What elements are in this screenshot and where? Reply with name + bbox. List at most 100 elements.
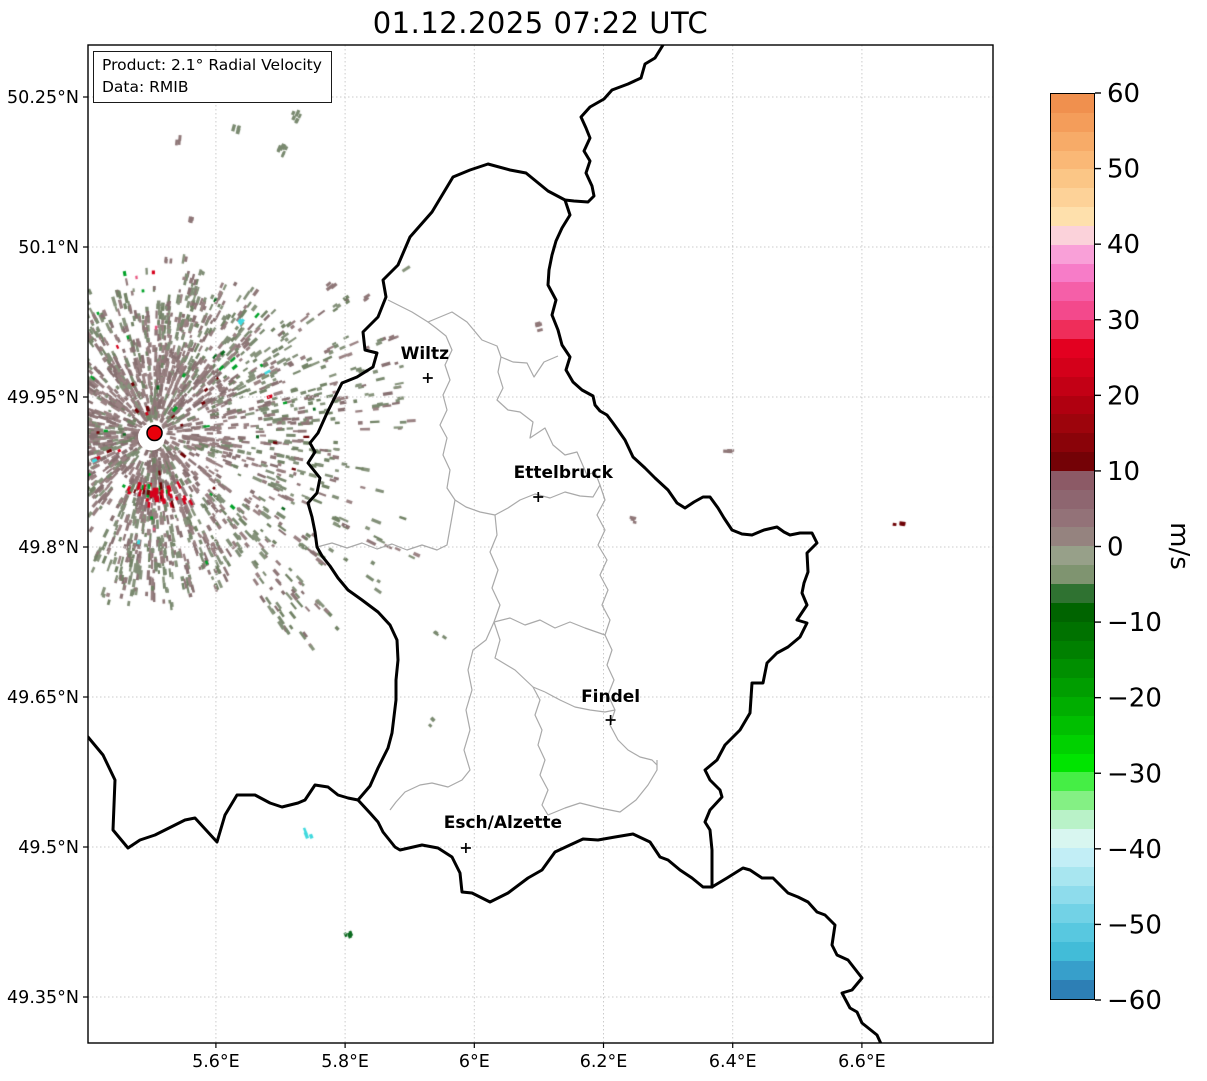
product-info-box: Product: 2.1° Radial Velocity Data: RMIB	[93, 51, 332, 104]
colorbar-band	[1051, 791, 1094, 811]
city-marker	[460, 843, 471, 853]
country-border	[88, 735, 360, 850]
colorbar-band	[1051, 320, 1094, 340]
y-tick-label: 49.8°N	[18, 538, 79, 558]
colorbar-band	[1051, 715, 1094, 736]
country-border	[563, 45, 665, 204]
colorbar-band	[1051, 828, 1094, 849]
canton-border	[427, 321, 601, 516]
colorbar-unit-label: m/s	[1164, 522, 1194, 570]
figure-title: 01.12.2025 07:22 UTC	[372, 6, 709, 40]
colorbar-band	[1051, 640, 1094, 660]
colorbar-band	[1051, 565, 1094, 585]
colorbar-band	[1051, 169, 1094, 189]
colorbar-band	[1051, 734, 1094, 755]
colorbar-tick-label: 20	[1107, 381, 1140, 411]
colorbar-tick-label: 0	[1107, 533, 1124, 563]
colorbar-band	[1051, 414, 1094, 434]
x-tick-label: 6.4°E	[709, 1052, 757, 1072]
colorbar-band	[1051, 244, 1094, 265]
colorbar-band	[1051, 697, 1094, 717]
colorbar-tick-label: 50	[1107, 155, 1140, 185]
x-tick-label: 6°E	[459, 1052, 490, 1072]
y-tick-label: 50.25°N	[7, 88, 79, 108]
colorbar-band	[1051, 376, 1094, 397]
colorbar-tick-label: −30	[1107, 759, 1162, 789]
colorbar-band	[1051, 904, 1094, 924]
colorbar-band	[1051, 847, 1094, 868]
y-tick-label: 49.5°N	[18, 838, 79, 858]
colorbar-band	[1051, 546, 1094, 566]
colorbar-band	[1051, 979, 1094, 1000]
x-tick-label: 6.2°E	[580, 1052, 628, 1072]
colorbar-band	[1051, 942, 1094, 962]
colorbar-band	[1051, 338, 1094, 359]
country-border	[356, 798, 714, 904]
data-source-line: Data: RMIB	[102, 77, 189, 96]
colorbar-band	[1051, 885, 1094, 905]
colorbar	[1050, 93, 1095, 1000]
colorbar-band	[1051, 357, 1094, 378]
canton-border	[493, 617, 606, 636]
colorbar-band	[1051, 583, 1094, 604]
y-tick-label: 49.65°N	[7, 688, 79, 708]
radar-velocity-field	[88, 45, 993, 1043]
city-marker	[422, 373, 433, 383]
radar-site-marker	[146, 424, 163, 442]
colorbar-band	[1051, 188, 1094, 208]
colorbar-tick-label: 40	[1107, 230, 1140, 260]
colorbar-tick-label: −10	[1107, 608, 1162, 638]
colorbar-tick-label: 10	[1107, 457, 1140, 487]
x-tick-label: 5.6°E	[192, 1052, 240, 1072]
colorbar-tick-label: −20	[1107, 684, 1162, 714]
colorbar-band	[1051, 508, 1094, 528]
colorbar-tick-label: −50	[1107, 910, 1162, 940]
colorbar-band	[1051, 282, 1094, 302]
canton-border	[389, 621, 495, 811]
city-label: Wiltz	[401, 344, 450, 364]
city-label: Ettelbruck	[514, 463, 614, 483]
y-tick-label: 49.95°N	[7, 388, 79, 408]
canton-border	[387, 299, 559, 378]
canton-border	[544, 691, 616, 713]
colorbar-band	[1051, 207, 1094, 227]
colorbar-tick-label: −40	[1107, 835, 1162, 865]
plot-frame	[87, 44, 994, 1044]
colorbar-band	[1051, 433, 1094, 453]
colorbar-band	[1051, 960, 1094, 981]
colorbar-band	[1051, 452, 1094, 472]
city-marker	[605, 715, 616, 725]
colorbar-band	[1051, 810, 1094, 830]
country-border	[710, 866, 883, 1043]
colorbar-band	[1051, 621, 1094, 642]
country-border	[546, 198, 819, 889]
colorbar-tick-label: 60	[1107, 79, 1140, 109]
colorbar-band	[1051, 131, 1094, 152]
colorbar-band	[1051, 470, 1094, 491]
canton-border	[489, 514, 546, 693]
x-tick-label: 5.8°E	[321, 1052, 369, 1072]
colorbar-band	[1051, 659, 1094, 679]
colorbar-band	[1051, 94, 1094, 114]
colorbar-band	[1051, 772, 1094, 792]
y-tick-label: 49.35°N	[7, 988, 79, 1008]
country-border	[306, 162, 567, 802]
colorbar-band	[1051, 753, 1094, 773]
canton-border	[532, 686, 549, 816]
colorbar-band	[1051, 263, 1094, 283]
colorbar-band	[1051, 678, 1094, 698]
axis-ticks: 5.6°E 5.8°E 6°E 6.2°E 6.4°E 6.6°E 50.25°N 50.1°…	[7, 88, 886, 1072]
colorbar-tick-label: 30	[1107, 306, 1140, 336]
colorbar-band	[1051, 866, 1094, 887]
colorbar-band	[1051, 923, 1094, 943]
colorbar-band	[1051, 150, 1094, 170]
colorbar-band	[1051, 112, 1094, 133]
colorbar-tick-label: −60	[1107, 986, 1162, 1016]
colorbar-band	[1051, 602, 1094, 623]
colorbar-band	[1051, 489, 1094, 510]
city-label: Esch/Alzette	[444, 813, 562, 833]
canton-border	[596, 484, 658, 766]
canton-border	[316, 499, 456, 551]
